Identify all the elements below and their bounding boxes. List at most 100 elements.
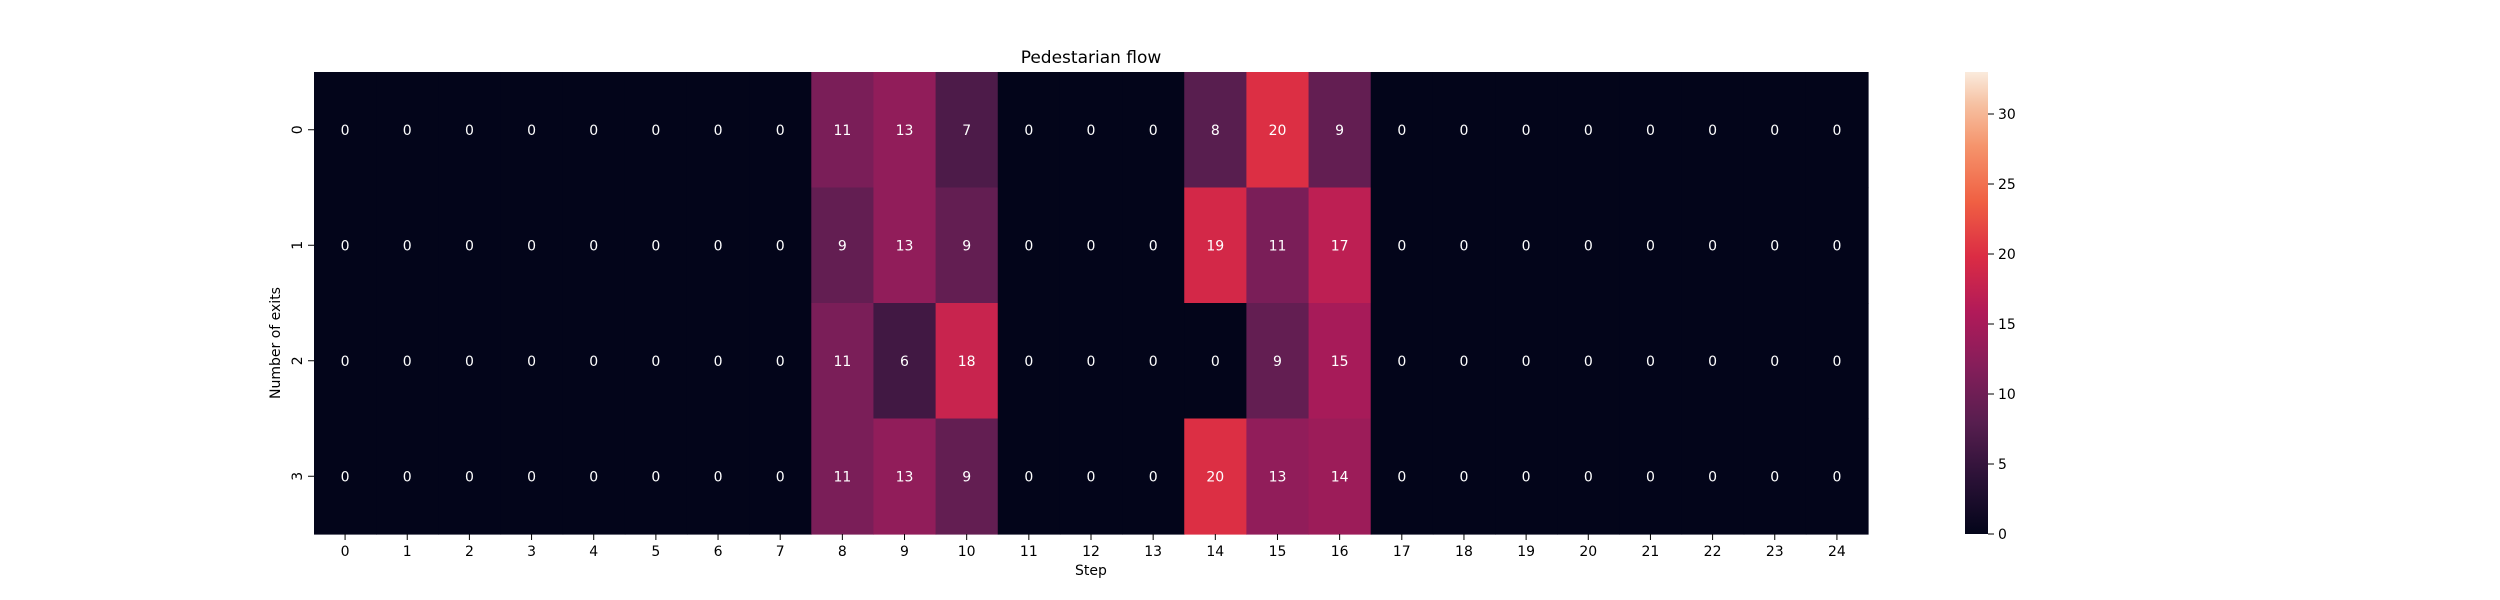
cell-value-label: 0	[1832, 469, 1841, 485]
colorbar-tick-label: 30	[1998, 107, 2016, 123]
x-axis: 0 1 2 3 4 5 6 7 8 9 10 11 12 13 14 15 16 17 18 19 20 21 22 23 24	[341, 534, 1846, 560]
heatmap-cell	[1122, 187, 1185, 304]
heatmap-cell	[500, 72, 564, 189]
heatmap-cell	[438, 303, 502, 420]
cell-value-label: 0	[403, 123, 412, 139]
cell-value-label: 7	[962, 123, 971, 139]
cell-value-label: 0	[1459, 469, 1468, 485]
heatmap-cell	[376, 72, 439, 189]
cell-value-label: 0	[341, 238, 350, 254]
heatmap-cell	[314, 187, 377, 304]
heatmap-cell	[997, 303, 1061, 420]
cell-value-label: 13	[896, 238, 914, 254]
cell-value-label: 19	[1206, 238, 1224, 254]
heatmap-cell	[1308, 72, 1372, 189]
colorbar-tick-label: 5	[1998, 457, 2007, 473]
heatmap-cell	[1557, 187, 1620, 304]
x-tick-label: 2	[465, 544, 474, 560]
cell-value-label: 11	[833, 469, 851, 485]
cell-value-label: 0	[1522, 238, 1531, 254]
heatmap-cell	[1246, 418, 1310, 535]
heatmap-cell	[1370, 418, 1434, 535]
heatmap-cell	[1495, 187, 1558, 304]
cell-value-label: 0	[776, 469, 785, 485]
x-tick-label: 7	[776, 544, 785, 560]
heatmap-cell	[1432, 418, 1496, 535]
cell-value-label: 17	[1331, 238, 1349, 254]
colorbar-tick-label: 0	[1998, 527, 2007, 543]
heatmap-cell	[1805, 303, 1869, 420]
cell-value-label: 0	[465, 123, 474, 139]
heatmap-cell	[686, 418, 750, 535]
heatmap-cell	[873, 187, 937, 304]
cell-value-label: 0	[1770, 238, 1779, 254]
x-tick-label: 17	[1393, 544, 1411, 560]
cell-value-label: 0	[1211, 354, 1220, 370]
heatmap-cell	[1246, 187, 1310, 304]
heatmap-cell	[873, 418, 937, 535]
cell-value-label: 18	[958, 354, 976, 370]
heatmap-cell	[1495, 72, 1558, 189]
cell-value-label: 0	[714, 354, 723, 370]
cell-value-label: 0	[1087, 238, 1096, 254]
x-tick-label: 3	[527, 544, 536, 560]
heatmap-cell	[438, 72, 502, 189]
cell-value-label: 0	[651, 469, 660, 485]
colorbar-tick-label: 20	[1998, 247, 2016, 263]
heatmap-cell	[935, 418, 999, 535]
heatmap-cell	[1495, 303, 1558, 420]
cell-value-label: 0	[1397, 238, 1406, 254]
cell-value-label: 9	[1335, 123, 1344, 139]
cell-value-label: 0	[1832, 238, 1841, 254]
cell-value-label: 0	[1149, 469, 1158, 485]
heatmap-cell	[1184, 303, 1247, 420]
heatmap-cells	[314, 72, 1869, 535]
cell-value-label: 0	[1522, 469, 1531, 485]
heatmap-cell	[624, 303, 688, 420]
x-tick-label: 22	[1704, 544, 1722, 560]
y-tick-label: 3	[290, 472, 306, 481]
x-tick-label: 6	[714, 544, 723, 560]
cell-value-label: 13	[896, 123, 914, 139]
heatmap-cell	[686, 303, 750, 420]
heatmap-cell	[1122, 72, 1185, 189]
y-tick-label: 2	[290, 356, 306, 365]
cell-value-label: 0	[1708, 354, 1717, 370]
heatmap-cell	[314, 72, 377, 189]
cell-value-label: 0	[341, 354, 350, 370]
heatmap-cell	[811, 187, 875, 304]
heatmap-cell	[1805, 187, 1869, 304]
heatmap-cell	[1370, 187, 1434, 304]
cell-value-label: 0	[776, 123, 785, 139]
cell-value-label: 0	[1024, 123, 1033, 139]
cell-value-label: 0	[1397, 469, 1406, 485]
cell-value-label: 0	[589, 238, 598, 254]
heatmap-cell	[1184, 72, 1247, 189]
cell-value-label: 0	[714, 238, 723, 254]
cell-value-label: 0	[403, 354, 412, 370]
cell-value-label: 0	[1646, 238, 1655, 254]
heatmap-cell	[1619, 303, 1683, 420]
heatmap-cell	[562, 303, 626, 420]
cell-value-label: 0	[1522, 354, 1531, 370]
cell-value-label: 0	[527, 123, 536, 139]
cell-value-label: 6	[900, 354, 909, 370]
cell-value-label: 0	[651, 238, 660, 254]
heatmap-cell	[1059, 187, 1123, 304]
cell-value-label: 0	[1522, 123, 1531, 139]
cell-value-label: 0	[1149, 238, 1158, 254]
y-axis-label: Number of exits	[268, 287, 284, 399]
heatmap-cell-labels: 0 0 0 0 0 0 0 0 11 13 7 0 0 0 8 20 9 0 0 0 0 0 0 0 0 0 0 0 0 0 0 0 0 9 13 9…	[341, 123, 1842, 486]
heatmap-cell	[438, 418, 502, 535]
heatmap-cell	[624, 187, 688, 304]
cell-value-label: 0	[1087, 354, 1096, 370]
cell-value-label: 0	[714, 123, 723, 139]
x-tick-label: 19	[1517, 544, 1535, 560]
x-tick-label: 10	[958, 544, 976, 560]
cell-value-label: 14	[1331, 469, 1349, 485]
x-tick-label: 14	[1206, 544, 1224, 560]
heatmap-cell	[1619, 418, 1683, 535]
heatmap-cell	[997, 187, 1061, 304]
cell-value-label: 0	[1459, 123, 1468, 139]
